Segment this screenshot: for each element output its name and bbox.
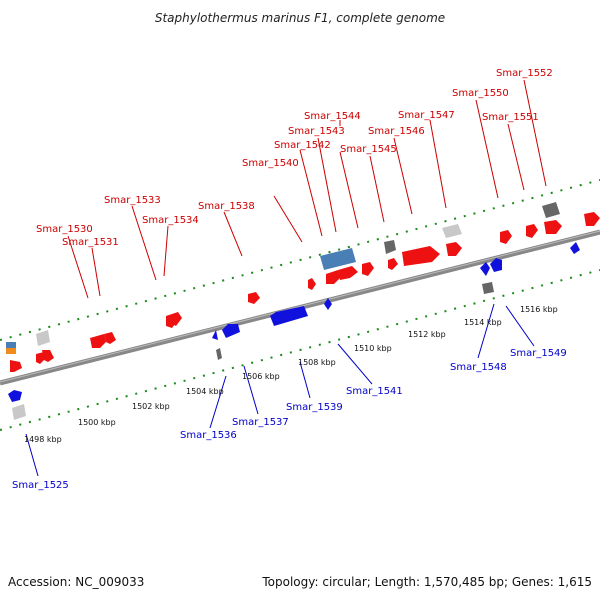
other-gene xyxy=(442,224,462,238)
pseudo-gene xyxy=(542,202,560,218)
kbp-label: 1502 kbp xyxy=(132,402,170,411)
gene-label: Smar_1534 xyxy=(142,215,199,226)
genome-summary-text: Topology: circular; Length: 1,570,485 bp… xyxy=(261,575,592,589)
gene-forward xyxy=(544,220,562,234)
other-gene xyxy=(12,404,26,420)
kbp-label: 1506 kbp xyxy=(242,372,280,381)
gene-forward xyxy=(104,332,116,344)
kbp-scale: 1498 kbp 1500 kbp 1502 kbp 1504 kbp 1506… xyxy=(24,305,558,444)
lower-tick-track xyxy=(0,269,600,431)
gene-reverse xyxy=(570,242,580,254)
gene-label: Smar_1548 xyxy=(450,362,507,373)
gene-forward xyxy=(446,242,462,256)
gene-label: Smar_1533 xyxy=(104,195,161,206)
gene-label: Smar_1539 xyxy=(286,402,343,413)
gene-label: Smar_1536 xyxy=(180,430,237,441)
map-title: Staphylothermus marinus F1, complete gen… xyxy=(155,11,445,25)
gene-label: Smar_1537 xyxy=(232,417,289,428)
kbp-label: 1504 kbp xyxy=(186,387,224,396)
gene-forward xyxy=(90,334,106,348)
upper-tick-track xyxy=(0,179,600,341)
gene-forward xyxy=(584,212,600,226)
gene-label: Smar_1545 xyxy=(340,144,397,155)
gene-forward xyxy=(248,292,260,304)
gene-reverse xyxy=(270,306,308,326)
gene-label: Smar_1549 xyxy=(510,348,567,359)
kbp-label: 1498 kbp xyxy=(24,435,62,444)
rna-gene xyxy=(6,342,16,348)
gene-reverse xyxy=(8,390,22,402)
gene-label: Smar_1551 xyxy=(482,112,539,123)
gene-forward xyxy=(362,262,374,276)
gene-forward xyxy=(308,278,316,290)
gene-reverse xyxy=(324,298,332,310)
gene-label: Smar_1530 xyxy=(36,224,93,235)
kbp-label: 1516 kbp xyxy=(520,305,558,314)
kbp-label: 1510 kbp xyxy=(354,344,392,353)
pseudo-gene xyxy=(216,348,222,360)
gene-label: Smar_1540 xyxy=(242,158,299,169)
gene-label: Smar_1541 xyxy=(346,386,403,397)
gene-forward xyxy=(172,312,182,326)
gene-label: Smar_1525 xyxy=(12,480,69,491)
gene-label: Smar_1531 xyxy=(62,237,119,248)
gene-forward xyxy=(42,350,54,362)
forward-gene-labels: Smar_1530 Smar_1531 Smar_1533 Smar_1534 … xyxy=(36,68,553,248)
gene-label: Smar_1543 xyxy=(288,126,345,137)
gene-forward xyxy=(388,258,398,270)
reverse-genes xyxy=(8,242,580,402)
gene-reverse xyxy=(212,330,218,340)
reverse-gene-labels: Smar_1525 Smar_1536 Smar_1537 Smar_1539 … xyxy=(12,348,567,491)
kbp-label: 1508 kbp xyxy=(298,358,336,367)
other-genes xyxy=(6,202,560,420)
gene-reverse xyxy=(480,262,490,276)
gene-forward xyxy=(500,230,512,244)
other-gene xyxy=(36,330,50,346)
gene-label: Smar_1544 xyxy=(304,111,361,122)
pseudo-gene xyxy=(384,240,396,254)
misc-gene xyxy=(6,348,16,354)
accession-text: Accession: NC_009033 xyxy=(8,575,144,589)
rna-gene xyxy=(320,248,356,270)
gene-reverse xyxy=(490,258,502,272)
kbp-label: 1500 kbp xyxy=(78,418,116,427)
gene-reverse xyxy=(222,324,240,338)
gene-forward xyxy=(338,266,358,280)
kbp-label: 1512 kbp xyxy=(408,330,446,339)
gene-label: Smar_1547 xyxy=(398,110,455,121)
forward-genes xyxy=(10,212,600,372)
kbp-label: 1514 kbp xyxy=(464,318,502,327)
gene-forward xyxy=(326,270,340,284)
gene-label: Smar_1542 xyxy=(274,140,331,151)
reverse-leaders xyxy=(25,303,535,477)
gene-label: Smar_1552 xyxy=(496,68,553,79)
forward-leaders xyxy=(67,79,547,299)
gene-label: Smar_1538 xyxy=(198,201,255,212)
pseudo-gene xyxy=(482,282,494,294)
gene-label: Smar_1550 xyxy=(452,88,509,99)
gene-forward xyxy=(402,246,440,266)
gene-forward xyxy=(526,224,538,238)
gene-label: Smar_1546 xyxy=(368,126,425,137)
gene-forward xyxy=(10,360,22,372)
